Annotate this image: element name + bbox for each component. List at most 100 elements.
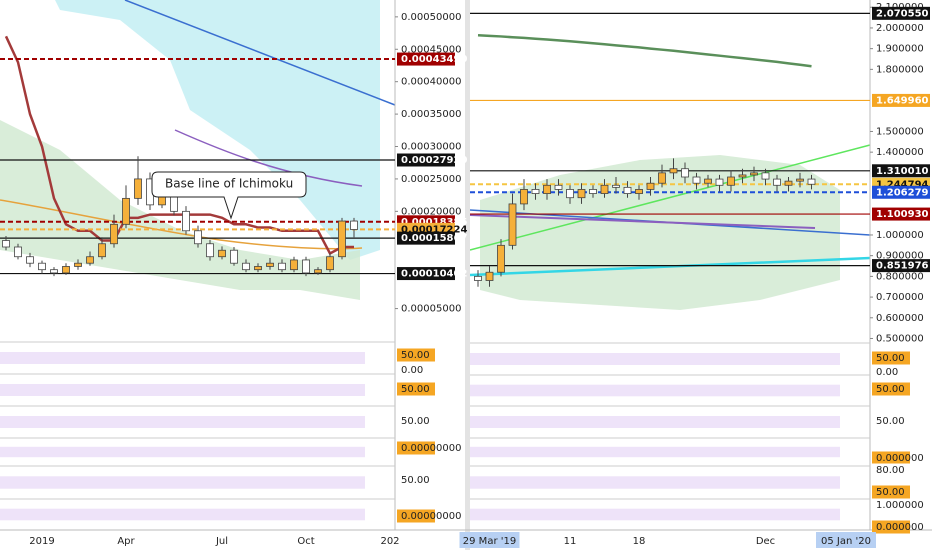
indicator-label: 0.00000000 (401, 443, 461, 454)
level-badge (872, 93, 930, 107)
panel-band (470, 446, 840, 458)
panel-band (470, 416, 840, 428)
y-tick-label: 0.00035000 (401, 109, 461, 120)
level-label: 0.00027920 (401, 155, 467, 166)
candle-body (74, 262, 82, 267)
y-tick-label: 0.500000 (876, 333, 924, 344)
panel-band (0, 384, 365, 396)
candle-body (278, 262, 286, 271)
indicator-label: 50.00 (401, 475, 430, 486)
candle-body (600, 184, 609, 194)
candle-body (2, 240, 10, 248)
candle-body (646, 182, 655, 190)
y-tick-label: 0.00040000 (401, 77, 461, 88)
candle-body (50, 269, 58, 274)
candle-body (531, 189, 540, 194)
candle-body (807, 178, 816, 185)
candle-body (589, 189, 597, 194)
indicator-label: 0.00 (401, 365, 423, 376)
x-tick-label: 29 Mar '19 (463, 536, 516, 547)
candle-body (738, 174, 747, 178)
indicator-label: 50.00 (401, 384, 430, 395)
level-badge (872, 207, 930, 221)
candle-body (566, 189, 574, 199)
candle-body (302, 259, 310, 274)
ma-line (0, 199, 363, 250)
trend-line (469, 256, 871, 277)
candle-body (266, 262, 274, 267)
x-tick-label: 11 (564, 536, 577, 547)
indicator-label: 80.00 (876, 465, 905, 476)
x-tick-label: 18 (633, 536, 646, 547)
indicator-label: 0.000000 (876, 453, 924, 464)
trend-line (469, 144, 871, 251)
candle-body (773, 178, 781, 186)
panel-band (470, 508, 840, 521)
level-label: 1.310010 (876, 166, 929, 177)
candle-body (326, 256, 334, 271)
x-tick-label: Dec (756, 536, 775, 547)
candle-body (485, 271, 494, 281)
level-badge (872, 259, 930, 273)
indicator-badge (397, 363, 435, 377)
level-label: 1.206279 (876, 187, 929, 198)
candle-body (796, 178, 804, 182)
candle-body (338, 220, 346, 258)
candle-body (230, 249, 238, 264)
level-badge (397, 52, 455, 66)
candle-body (715, 178, 724, 186)
candle-body (242, 262, 250, 271)
level-badge (397, 267, 455, 281)
date-badge (816, 532, 876, 548)
y-tick-label: 0.00030000 (401, 142, 461, 153)
indicator-label: 50.00 (876, 487, 905, 498)
indicator-badge (397, 348, 435, 362)
candle-body (98, 243, 106, 258)
y-tick-label: 0.900000 (876, 251, 924, 262)
x-tick-label: 05 Jan '20 (821, 536, 871, 547)
indicator-badge (872, 498, 910, 512)
candle-body (86, 256, 94, 264)
level-label: 2.070550 (876, 8, 929, 19)
candle-body (290, 259, 298, 271)
candle-body (635, 189, 643, 194)
candle-body (206, 243, 214, 258)
candle-body (704, 178, 712, 184)
indicator-badge (872, 351, 910, 365)
y-tick-label: 0.800000 (876, 271, 924, 282)
candle-body (692, 176, 701, 184)
panel-band (470, 384, 840, 397)
candle-body (681, 168, 689, 178)
x-tick-label: 2019 (29, 536, 54, 547)
level-label: 0.00017224 (401, 224, 467, 235)
date-badge (459, 532, 520, 548)
level-label: 0.00010402 (401, 269, 467, 280)
candle-body (658, 172, 666, 184)
indicator-badge (872, 414, 910, 428)
y-tick-label: 1.000000 (876, 230, 924, 241)
y-tick-label: 2.000000 (876, 23, 924, 34)
candle-body (543, 184, 551, 194)
level-badge (872, 6, 930, 20)
level-badge (872, 185, 930, 199)
indicator-badge (397, 382, 435, 396)
candle-body (254, 266, 262, 271)
annotation-box (151, 171, 307, 220)
panel-band (0, 352, 365, 364)
level-label: 1.649960 (876, 95, 929, 106)
candle-body (577, 189, 586, 199)
candle-body (314, 269, 322, 274)
candle-body (110, 223, 118, 245)
candle-body (350, 220, 358, 230)
y-tick-label: 0.600000 (876, 313, 924, 324)
candle-body (761, 172, 770, 180)
level-label: 0.00018385 (401, 217, 467, 228)
candle-body (38, 262, 46, 271)
y-tick-label: 0.00020000 (401, 206, 461, 217)
candle-body (182, 210, 190, 232)
candle-body (218, 249, 226, 258)
indicator-badge (397, 441, 435, 455)
candle-body (623, 186, 632, 194)
indicator-label: 0.00 (876, 367, 898, 378)
